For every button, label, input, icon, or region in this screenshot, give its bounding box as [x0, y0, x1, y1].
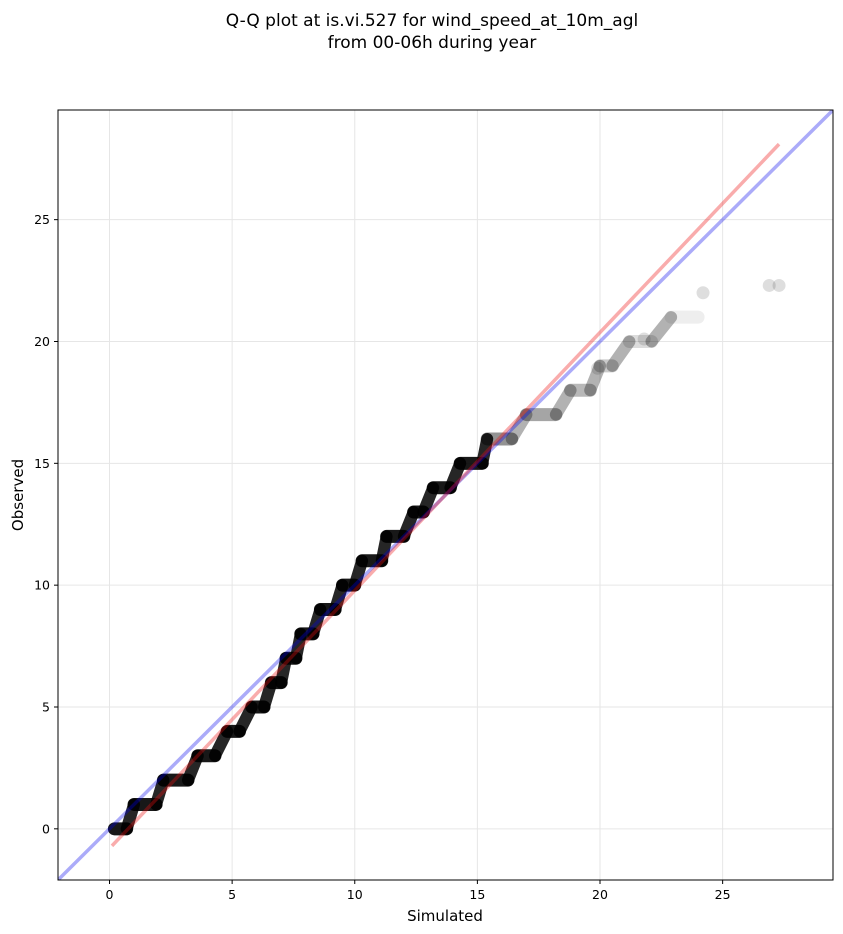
- step-transition-15: [476, 432, 494, 470]
- y-tick-label-4: 20: [34, 334, 50, 349]
- x-tick-label-0: 0: [106, 887, 114, 902]
- step-transition-16: [505, 408, 533, 445]
- outlier-point-4: [637, 332, 651, 346]
- plot-frame: [57, 109, 834, 881]
- x-tick-label-2: 10: [347, 887, 363, 902]
- x-tick-label-3: 15: [469, 887, 485, 902]
- chart-title-line-1: Q-Q plot at is.vi.527 for wind_speed_at_…: [226, 11, 638, 31]
- outlier-point-1: [762, 278, 776, 292]
- outlier-point-0: [696, 286, 710, 300]
- chart-title-line-2: from 00-06h during year: [328, 33, 537, 53]
- y-tick-label-5: 25: [34, 212, 50, 227]
- identity-line: [58, 110, 833, 880]
- y-tick-label-3: 15: [34, 456, 50, 471]
- reference-lines: [58, 110, 833, 880]
- outlier-point-3: [591, 361, 605, 375]
- step-transition-20: [645, 311, 678, 348]
- y-tick-label-0: 0: [42, 821, 50, 836]
- y-tick-label-2: 10: [34, 578, 50, 593]
- x-tick-label-5: 25: [715, 887, 731, 902]
- step-transition-18: [584, 359, 607, 397]
- y-axis-label: Observed: [9, 459, 27, 531]
- y-tick-label-1: 5: [42, 699, 50, 714]
- data-points: [107, 278, 786, 836]
- grid-lines: [58, 110, 833, 880]
- step-transition-19: [606, 335, 636, 372]
- fit-line: [110, 142, 781, 848]
- x-tick-label-1: 5: [228, 887, 236, 902]
- x-axis-ticks: 0 5 10 15 20 25: [106, 880, 731, 902]
- x-axis-label: Simulated: [407, 907, 483, 925]
- x-tick-label-4: 20: [592, 887, 608, 902]
- y-axis-ticks: 0 5 10 15 20 25: [34, 212, 58, 836]
- step-transition-17: [549, 384, 577, 421]
- outlier-point-2: [772, 278, 786, 292]
